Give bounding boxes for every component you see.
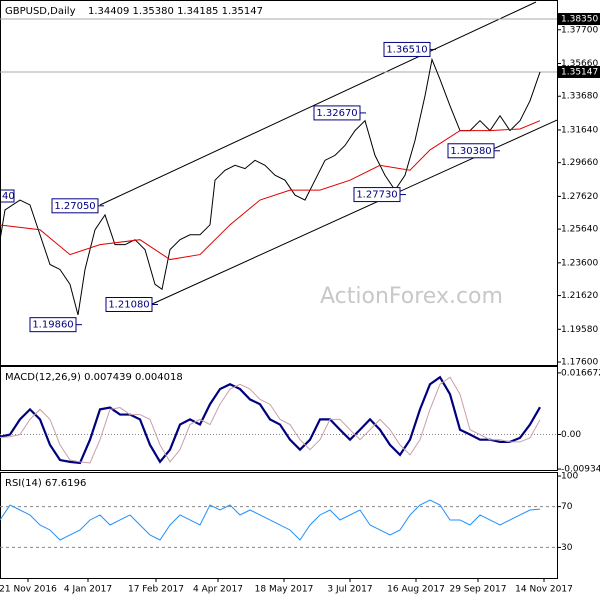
y-tick-label: 1.31640 xyxy=(561,125,598,135)
x-tick-label: 21 Nov 2016 xyxy=(0,585,57,595)
annotation-box xyxy=(353,187,401,203)
level-label-box xyxy=(558,65,600,78)
annotation-box xyxy=(105,297,153,312)
x-tick-label: 4 Jan 2017 xyxy=(64,585,112,595)
y-tick-label: 100 xyxy=(561,472,578,482)
x-tick-label: 4 Apr 2017 xyxy=(193,585,243,595)
y-tick-label: 1.25640 xyxy=(561,225,598,235)
x-tick-label: 3 Jul 2017 xyxy=(327,585,372,595)
annotation-box xyxy=(447,143,495,159)
panel-title: RSI(14) 67.6196 xyxy=(5,478,86,489)
series-line xyxy=(0,499,541,541)
level-label: 1.35147 xyxy=(561,67,598,77)
series-line xyxy=(0,120,541,261)
annotation-label: 1.30380 xyxy=(450,146,491,157)
y-tick-label: -0.009345 xyxy=(561,465,600,475)
cut-label: 40 xyxy=(2,191,15,202)
panel-title: MACD(12,26,9) 0.007439 0.004018 xyxy=(5,372,183,383)
annotation-box xyxy=(383,41,431,57)
annotation-label: 1.27050 xyxy=(54,201,95,212)
y-tick-label: 1.21620 xyxy=(561,291,598,301)
panel-title: GBPUSD,Daily xyxy=(5,6,76,17)
cut-label-box xyxy=(0,189,15,203)
x-tick-label: 14 Nov 2017 xyxy=(515,585,573,595)
annotation-label: 1.36510 xyxy=(386,44,427,55)
annotation-label: 1.32670 xyxy=(316,108,357,119)
panel-frame xyxy=(0,0,558,366)
y-tick-label: 1.29660 xyxy=(561,158,598,168)
y-tick-label: 1.17600 xyxy=(561,358,598,368)
annotation-label: 1.21080 xyxy=(108,300,149,311)
panel-frame xyxy=(0,472,558,579)
y-tick-label: 30 xyxy=(561,543,573,553)
series-line xyxy=(0,375,541,465)
annotation-box xyxy=(313,105,361,121)
y-tick-label: 70 xyxy=(561,502,573,512)
annotation-box xyxy=(51,198,99,214)
x-tick-label: 17 Feb 2017 xyxy=(128,585,184,595)
y-tick-label: 1.35660 xyxy=(561,59,598,69)
y-tick-label: 1.23600 xyxy=(561,258,598,268)
annotation-box xyxy=(29,317,77,333)
x-tick-label: 16 Aug 2017 xyxy=(387,585,445,595)
level-label-box xyxy=(558,13,600,26)
y-tick-label: 0.00 xyxy=(561,430,581,440)
x-tick-label: 18 May 2017 xyxy=(255,585,314,595)
y-tick-label: 1.37700 xyxy=(561,25,598,35)
y-tick-label: 1.19580 xyxy=(561,325,598,335)
y-tick-label: 1.27620 xyxy=(561,192,598,202)
panel-frame xyxy=(0,366,558,471)
watermark: ActionForex.com xyxy=(320,284,503,309)
y-tick-label: 0.016672 xyxy=(561,368,600,378)
panel-subtitle: 1.34409 1.35380 1.34185 1.35147 xyxy=(88,6,263,17)
level-label: 1.38350 xyxy=(561,15,598,25)
series-line xyxy=(0,57,541,316)
y-tick-label: 1.33680 xyxy=(561,92,598,102)
annotation-label: 1.27730 xyxy=(356,190,397,201)
x-tick-label: 29 Sep 2017 xyxy=(449,585,506,595)
channel-line xyxy=(99,1,537,206)
annotation-label: 1.19860 xyxy=(32,320,73,331)
series-line xyxy=(0,376,541,464)
